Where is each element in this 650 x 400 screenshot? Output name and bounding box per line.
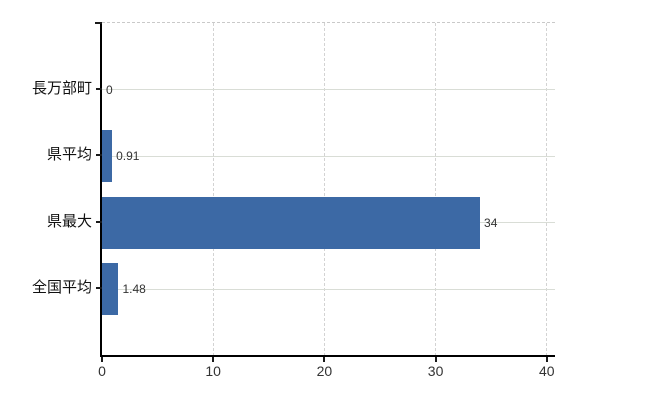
x-axis-tick: [101, 357, 103, 362]
bar-value-label: 0: [106, 82, 113, 97]
category-label: 全国平均: [31, 279, 92, 297]
bar: [102, 130, 113, 183]
x-axis-tick-label: 10: [205, 363, 221, 379]
x-axis-tick-label: 40: [538, 363, 555, 379]
bar: [102, 196, 481, 249]
category-label: 県平均: [46, 146, 92, 164]
bar-value-label: 34: [484, 215, 498, 230]
y-axis-tick: [96, 154, 102, 157]
x-axis-tick-label: 30: [427, 363, 444, 379]
x-axis-tick-label: 20: [316, 363, 333, 379]
x-axis-tick-label: 0: [98, 363, 106, 379]
y-axis-tick: [96, 87, 102, 90]
category-label: 長万部町: [31, 79, 92, 97]
y-axis-tick: [96, 287, 102, 290]
vertical-gridline: [212, 23, 214, 356]
x-axis-tick: [323, 357, 326, 362]
bar-value-label: 1.48: [122, 282, 146, 297]
bar: [102, 263, 119, 316]
vertical-gridline: [323, 23, 325, 356]
category-label: 県最大: [46, 212, 92, 230]
y-axis-tick: [96, 220, 102, 223]
vertical-gridline: [435, 23, 437, 356]
horizontal-gridline: [102, 288, 555, 290]
x-axis-tick: [434, 357, 437, 362]
plot-area: 0 0.91 34 1.48: [102, 22, 555, 356]
vertical-gridline: [546, 23, 548, 356]
y-axis-top-tick: [95, 22, 102, 24]
horizontal-gridline: [102, 89, 555, 91]
bar-value-label: 0.91: [116, 149, 140, 164]
x-axis-line: [100, 355, 555, 357]
horizontal-gridline: [102, 155, 555, 157]
x-axis-tick: [212, 357, 215, 362]
x-axis-tick: [545, 357, 548, 362]
y-axis-line: [100, 22, 102, 355]
